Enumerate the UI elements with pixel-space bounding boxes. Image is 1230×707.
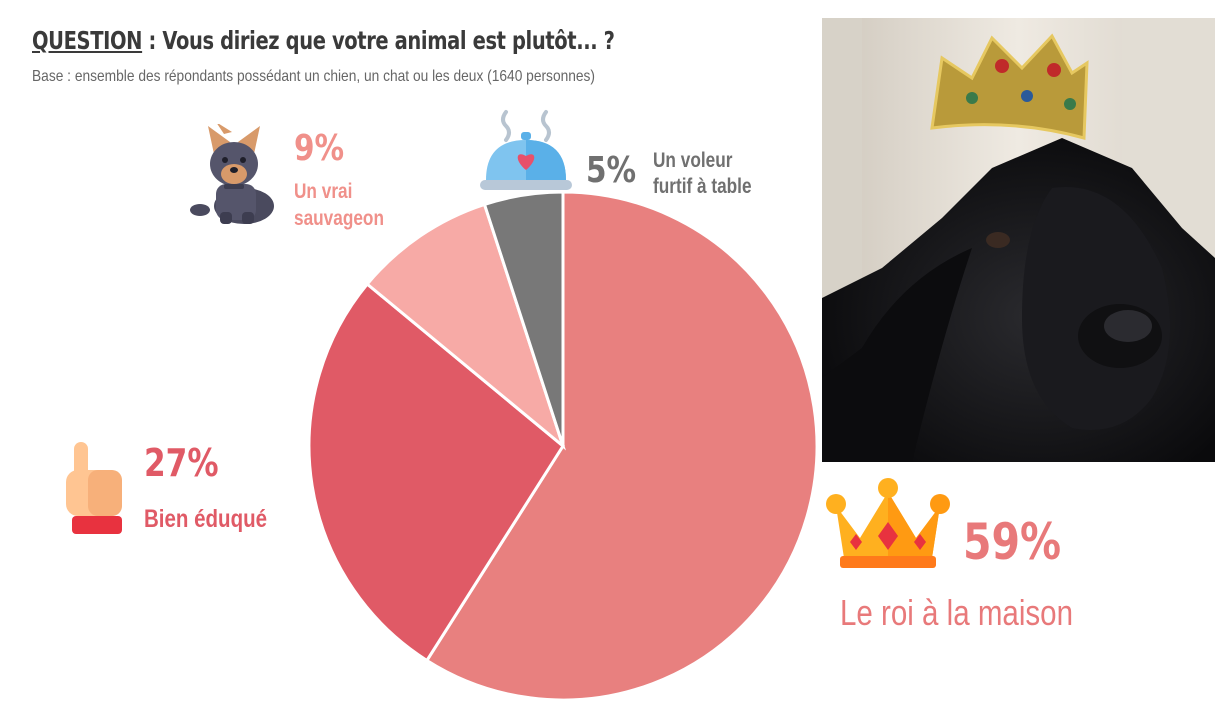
black-dog-with-crown-photo [822, 18, 1215, 462]
pie-slice-3 [365, 202, 567, 451]
label-eduque-text: Bien éduqué [144, 505, 268, 533]
label-sauvageon-line1: Un vrai [294, 180, 353, 203]
label-voleur-percent: 5% [586, 150, 637, 191]
pie-slice-4 [482, 190, 565, 447]
label-sauvageon-percent: 9% [294, 128, 345, 169]
label-sauvageon-line2: sauvageon [294, 207, 384, 230]
label-sauvageon-text: Un vrai sauvageon [294, 178, 384, 232]
food-cloche-icon [480, 110, 572, 190]
label-eduque-percent: 27% [144, 441, 219, 485]
chart-subtitle: Base : ensemble des répondants possédant… [32, 68, 596, 85]
label-voleur-line1: Un voleur [653, 149, 733, 172]
label-voleur-text: Un voleur furtif à table [653, 148, 752, 200]
pie-chart [307, 190, 819, 702]
raised-hand-icon [66, 442, 122, 534]
label-voleur-line2: furtif à table [653, 175, 752, 198]
label-roi-text: Le roi à la maison [840, 592, 1074, 633]
crown-icon [826, 478, 950, 568]
pie-slice-1 [424, 190, 819, 702]
dog-icon [190, 124, 274, 224]
chart-title: QUESTION : Vous diriez que votre animal … [32, 26, 615, 55]
question-text: : Vous diriez que votre animal est plutô… [142, 26, 615, 55]
pie-slice-2 [307, 281, 565, 663]
question-label: QUESTION [32, 26, 143, 55]
label-roi-percent: 59% [963, 513, 1062, 571]
